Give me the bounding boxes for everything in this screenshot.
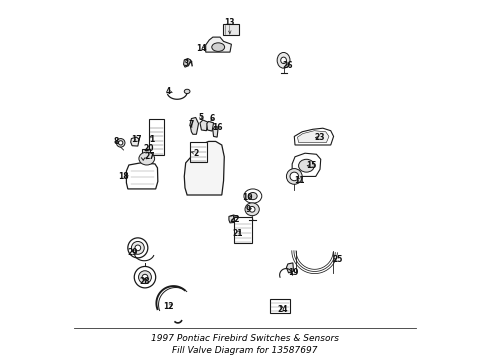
Text: 5: 5 — [198, 113, 203, 122]
Ellipse shape — [142, 274, 148, 280]
Text: 28: 28 — [139, 277, 149, 286]
Ellipse shape — [131, 242, 144, 254]
Text: 24: 24 — [278, 305, 288, 314]
Text: 27: 27 — [144, 152, 154, 161]
Text: 11: 11 — [294, 176, 305, 185]
Polygon shape — [294, 128, 334, 145]
Text: 29: 29 — [127, 248, 138, 257]
Ellipse shape — [139, 271, 151, 284]
Text: 13: 13 — [223, 18, 234, 33]
Bar — [190, 142, 207, 162]
Text: 2: 2 — [192, 149, 198, 158]
Polygon shape — [213, 126, 218, 137]
Polygon shape — [184, 141, 224, 195]
Text: 20: 20 — [143, 144, 154, 153]
Polygon shape — [131, 137, 139, 146]
Ellipse shape — [212, 43, 224, 51]
Polygon shape — [126, 163, 158, 189]
Polygon shape — [292, 153, 321, 176]
Bar — [223, 23, 240, 35]
Ellipse shape — [117, 139, 125, 147]
Text: 10: 10 — [242, 193, 252, 202]
Ellipse shape — [134, 266, 156, 288]
Text: 22: 22 — [230, 215, 240, 224]
Polygon shape — [287, 263, 294, 273]
Text: 14: 14 — [196, 44, 207, 53]
Ellipse shape — [139, 152, 155, 165]
Ellipse shape — [119, 141, 123, 145]
Text: 26: 26 — [283, 61, 293, 70]
Text: 12: 12 — [163, 302, 174, 311]
Text: 23: 23 — [315, 132, 325, 141]
Text: 3: 3 — [184, 59, 189, 68]
Text: 9: 9 — [245, 205, 251, 214]
Text: 18: 18 — [118, 172, 129, 181]
Bar — [234, 217, 252, 243]
Ellipse shape — [298, 159, 314, 172]
Ellipse shape — [249, 206, 255, 212]
Ellipse shape — [128, 238, 148, 258]
Text: 6: 6 — [210, 114, 215, 123]
Ellipse shape — [277, 53, 290, 68]
Polygon shape — [297, 131, 329, 143]
Text: Fill Valve Diagram for 13587697: Fill Valve Diagram for 13587697 — [172, 346, 318, 355]
Text: 8: 8 — [114, 137, 119, 146]
Polygon shape — [200, 120, 208, 131]
Polygon shape — [206, 37, 231, 52]
Bar — [270, 299, 291, 312]
Ellipse shape — [248, 193, 257, 200]
Text: 21: 21 — [232, 229, 243, 238]
Text: 1: 1 — [149, 135, 155, 144]
Polygon shape — [207, 121, 214, 131]
Ellipse shape — [184, 89, 190, 94]
Polygon shape — [229, 215, 238, 223]
Ellipse shape — [281, 57, 287, 64]
Text: 1997 Pontiac Firebird Switches & Sensors: 1997 Pontiac Firebird Switches & Sensors — [151, 334, 339, 343]
Bar — [142, 149, 149, 154]
Text: 16: 16 — [213, 123, 223, 132]
Text: 17: 17 — [131, 135, 142, 144]
Ellipse shape — [135, 245, 141, 251]
Polygon shape — [184, 59, 191, 67]
Text: 15: 15 — [306, 161, 317, 170]
Ellipse shape — [244, 189, 262, 203]
Text: 19: 19 — [288, 268, 298, 277]
Bar — [149, 119, 164, 155]
Ellipse shape — [290, 172, 298, 181]
Ellipse shape — [245, 203, 259, 216]
Text: 4: 4 — [166, 87, 172, 96]
Ellipse shape — [287, 168, 302, 184]
Text: 25: 25 — [333, 255, 343, 264]
Text: 7: 7 — [188, 120, 194, 129]
Polygon shape — [190, 117, 198, 134]
